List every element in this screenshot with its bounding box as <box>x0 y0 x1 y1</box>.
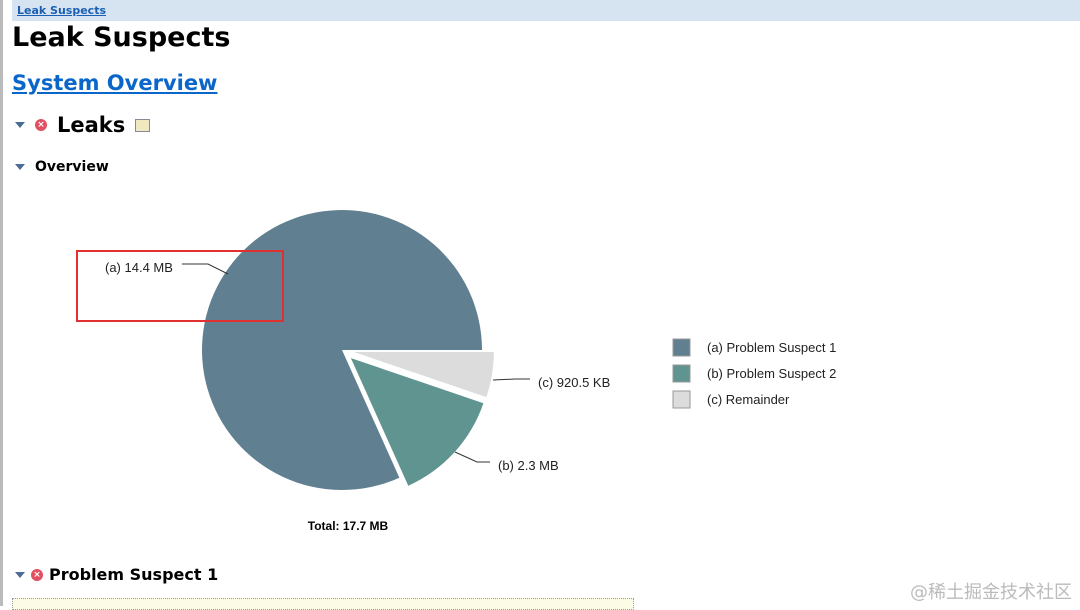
breadcrumb-link[interactable]: Leak Suspects <box>17 4 106 17</box>
slice-label: (a) 14.4 MB <box>105 260 173 275</box>
legend-label: (b) Problem Suspect 2 <box>707 366 836 381</box>
breadcrumb-bar: Leak Suspects <box>12 0 1080 21</box>
page-title: Leak Suspects <box>12 22 231 53</box>
system-overview-link[interactable]: System Overview <box>12 71 218 95</box>
legend-swatch <box>672 338 691 357</box>
leaks-section-header[interactable]: × Leaks <box>15 113 151 137</box>
leaks-heading: Leaks <box>57 113 126 137</box>
highlight-box <box>76 250 284 322</box>
problem-description-box <box>12 598 634 610</box>
label-leader-line <box>492 378 530 381</box>
problem-suspect-header[interactable]: × Problem Suspect 1 <box>15 565 218 584</box>
slice-label: (c) 920.5 KB <box>538 375 610 390</box>
legend-label: (c) Remainder <box>707 392 790 407</box>
watermark: @稀土掘金技术社区 <box>910 582 1072 603</box>
pie-slice-b[interactable] <box>350 358 484 486</box>
overview-section-header[interactable]: Overview <box>15 159 109 175</box>
left-border <box>0 0 3 606</box>
legend-swatch <box>672 390 691 409</box>
collapse-triangle-icon[interactable] <box>15 164 25 170</box>
details-window-icon[interactable] <box>135 118 151 132</box>
label-leader-line <box>454 451 490 463</box>
collapse-triangle-icon[interactable] <box>15 122 25 128</box>
collapse-triangle-icon[interactable] <box>15 571 25 578</box>
chart-total: Total: 17.7 MB <box>308 519 389 533</box>
legend-label: (a) Problem Suspect 1 <box>707 340 836 355</box>
error-icon: × <box>31 568 43 581</box>
label-leader-line <box>182 263 229 275</box>
overview-heading: Overview <box>35 159 109 175</box>
legend-swatch <box>672 364 691 383</box>
error-icon: × <box>35 119 47 131</box>
slice-label: (b) 2.3 MB <box>498 458 559 473</box>
pie-slice-c[interactable] <box>353 351 494 398</box>
pie-slice-a[interactable] <box>202 209 483 490</box>
problem-suspect-heading: Problem Suspect 1 <box>49 565 219 584</box>
